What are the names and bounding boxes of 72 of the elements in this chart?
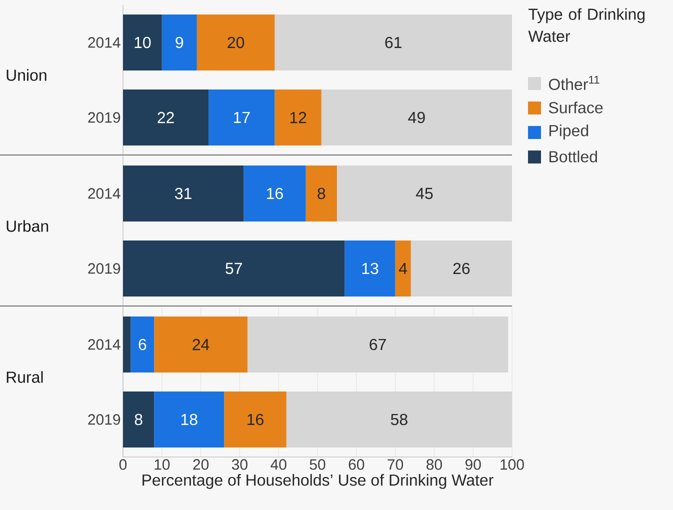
bar <box>123 14 162 70</box>
bar <box>208 89 275 146</box>
data-label: 10 <box>134 36 151 48</box>
bar <box>154 316 248 372</box>
data-label: 61 <box>385 36 402 48</box>
x-axis-title: Percentage of Households’ Use of Drinking Water <box>142 474 494 489</box>
legend-label: Bottled <box>550 150 597 162</box>
bar <box>306 165 337 222</box>
legend-label: Other$^{11}$ <box>548 76 600 90</box>
y-tick-label: 2019 <box>88 112 120 123</box>
data-label: 12 <box>290 112 306 124</box>
bar <box>321 89 512 146</box>
data-label: 8 <box>134 414 142 426</box>
data-label: 58 <box>390 414 408 426</box>
x-tick-label: 30 <box>232 459 248 470</box>
data-label: 45 <box>416 188 433 200</box>
bar <box>224 391 286 448</box>
bar <box>196 14 275 70</box>
data-label: 49 <box>408 112 425 124</box>
data-label: 6 <box>138 338 146 350</box>
bar <box>123 316 131 372</box>
data-label: 20 <box>228 36 244 48</box>
y-tick-label: 2014 <box>88 339 120 350</box>
legend-label: Piped <box>550 124 588 140</box>
bar <box>336 165 512 222</box>
x-tick-label: 90 <box>465 459 481 470</box>
data-label: 9 <box>176 36 184 48</box>
legend-label: Surface <box>548 102 603 114</box>
bar <box>274 14 512 70</box>
data-label: 4 <box>398 262 408 274</box>
x-tick-label: 80 <box>426 459 442 470</box>
data-label: 8 <box>318 188 326 200</box>
data-label: 31 <box>175 188 192 200</box>
bar <box>395 240 411 296</box>
data-label: 57 <box>226 262 242 274</box>
x-tick-label: 50 <box>310 459 326 470</box>
bar <box>410 240 512 296</box>
data-label: 16 <box>248 414 264 426</box>
bar <box>130 316 154 372</box>
bar <box>247 316 508 372</box>
legend-title: Type of Drinking Water <box>528 8 645 42</box>
data-label: 17 <box>234 112 250 123</box>
data-label: 67 <box>370 338 386 350</box>
x-tick-label: 60 <box>348 459 364 470</box>
x-tick-label: 100 <box>500 459 524 470</box>
bar <box>344 240 396 296</box>
text: Rural <box>6 371 43 383</box>
bar <box>154 391 224 448</box>
y-tick-label: 2019 <box>88 263 120 274</box>
text: Urban <box>6 220 48 232</box>
x-tick-label: 40 <box>270 459 286 470</box>
y-tick-label: 2014 <box>88 188 120 199</box>
data-label: 18 <box>181 414 198 426</box>
data-label: 22 <box>158 112 174 124</box>
bar <box>123 391 154 448</box>
text: Union <box>6 69 46 81</box>
bar <box>123 240 345 296</box>
bar <box>123 89 209 146</box>
bar <box>244 165 306 222</box>
bar <box>274 89 322 146</box>
y-tick-label: 2014 <box>88 37 120 48</box>
x-tick-label: 0 <box>119 459 127 470</box>
data-label: 26 <box>453 262 470 274</box>
data-label: 24 <box>192 338 210 350</box>
x-tick-label: 10 <box>154 459 170 470</box>
x-tick-label: 20 <box>193 459 209 470</box>
bar <box>162 14 197 70</box>
bar <box>123 165 244 222</box>
y-tick-label: 2019 <box>88 414 120 425</box>
data-label: 16 <box>267 188 283 200</box>
data-label: 13 <box>362 262 378 274</box>
x-tick-label: 70 <box>388 459 404 470</box>
